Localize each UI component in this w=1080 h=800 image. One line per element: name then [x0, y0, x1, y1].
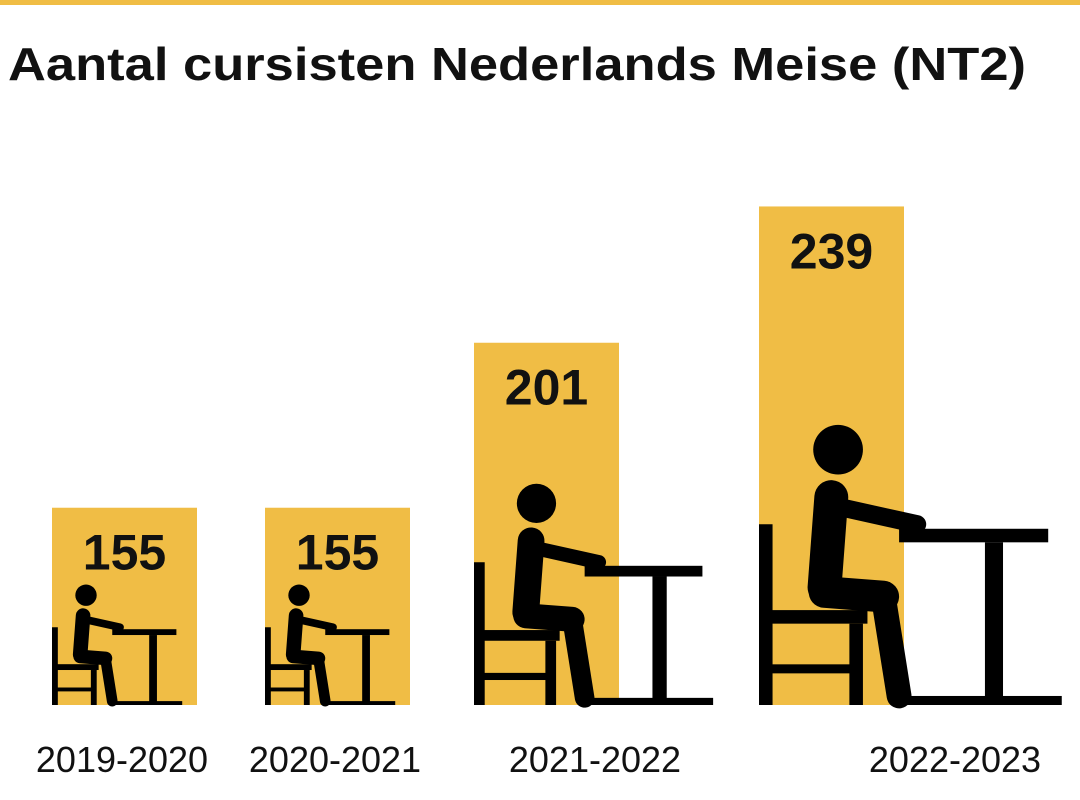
- value-label: 155: [296, 525, 379, 581]
- pictogram-part: [313, 653, 331, 707]
- value-label: 239: [790, 223, 873, 279]
- pictogram-part: [516, 483, 557, 523]
- pictogram-part: [984, 542, 1004, 705]
- pictogram-part: [584, 565, 703, 577]
- pictogram-part: [903, 695, 1062, 705]
- top-rule: [0, 0, 1080, 5]
- pictogram-part: [474, 630, 560, 641]
- pictogram-part: [75, 584, 97, 606]
- pictogram-part: [588, 697, 714, 705]
- pictogram-part: [527, 540, 607, 570]
- x-tick-label: 2019-2020: [36, 739, 208, 780]
- pictogram-part: [294, 615, 337, 632]
- x-tick-label: 2022-2023: [869, 739, 1041, 780]
- x-tick-label: 2020-2021: [249, 739, 421, 780]
- pictogram-part: [870, 584, 912, 709]
- pictogram-part: [53, 687, 95, 692]
- chart-title: Aantal cursisten Nederlands Meise (NT2): [8, 38, 1026, 90]
- pictogram-part: [81, 615, 124, 632]
- pictogram-part: [100, 653, 118, 707]
- pictogram-part: [813, 424, 863, 475]
- pictogram-part: [114, 701, 183, 705]
- pictogram-part: [149, 635, 157, 705]
- pictogram-part: [325, 629, 390, 636]
- pictogram-part: [327, 701, 396, 705]
- bar: [52, 507, 197, 705]
- pictogram-part: [303, 670, 310, 705]
- bar: [265, 507, 410, 705]
- pictogram-part: [562, 609, 595, 708]
- pictogram-part: [826, 497, 927, 534]
- pictogram-part: [266, 687, 308, 692]
- pictogram-part: [362, 635, 370, 705]
- pictogram-part: [265, 664, 312, 671]
- pictogram-part: [90, 670, 97, 705]
- pictogram-part: [899, 528, 1049, 543]
- pictogram: [265, 584, 396, 707]
- x-tick-label: 2021-2022: [509, 739, 681, 780]
- plot-area: 155 2019-2020 155 2020-2021 201 2021-2022 239 2…: [36, 206, 1062, 780]
- pictogram: [759, 424, 1062, 709]
- pictogram-part: [763, 664, 859, 674]
- pictogram-part: [652, 576, 667, 705]
- value-label: 201: [505, 360, 588, 416]
- pictogram-part: [112, 629, 177, 636]
- pictogram-part: [477, 672, 553, 681]
- pictogram-part: [759, 610, 868, 624]
- pictogram-part: [52, 664, 99, 671]
- pictogram-part: [288, 584, 310, 606]
- pictogram: [52, 584, 183, 707]
- value-label: 155: [83, 525, 166, 581]
- pictogram: [474, 483, 714, 708]
